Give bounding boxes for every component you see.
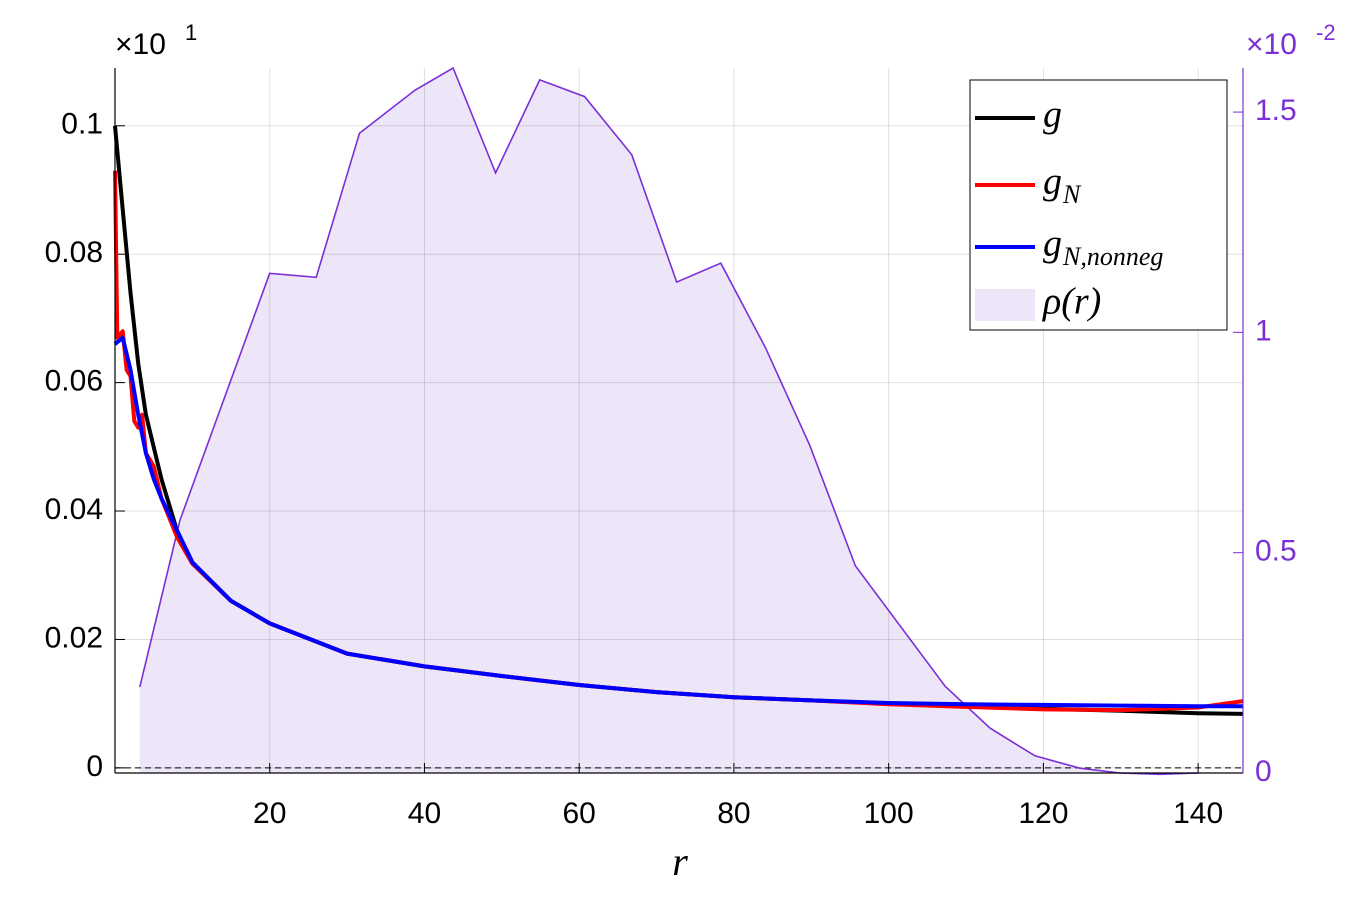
y-tick-label: 0 [86,750,103,783]
y-exponent-base: ×10 [115,28,166,61]
line [113,335,1243,709]
y2-tick-label: 0 [1255,755,1272,788]
y-tick-label: 0.08 [45,236,103,269]
legend-subscript: N,nonneg [1062,242,1163,271]
x-tick-label: 80 [717,797,750,830]
legend-item: g N,nonneg [975,223,1163,271]
x-tick-label: 60 [563,797,596,830]
legend-label: g [1043,223,1062,265]
legend-box [969,79,1228,331]
area [139,68,1199,775]
y2-tick-label: 1 [1255,314,1272,347]
y2-tick-label: 0.5 [1255,535,1297,568]
y2-exponent: ×10 -2 [1246,20,1336,61]
y-tick-label: 0.04 [45,493,103,526]
x-axis-label: r [672,839,688,884]
y2-exponent-power: -2 [1316,20,1336,45]
legend-subscript: N [1062,180,1082,209]
y2-exponent-base: ×10 [1246,28,1297,61]
y-tick-label: 0.02 [45,621,103,654]
x-tick-label: 40 [408,797,441,830]
y-tick-label: 0.1 [61,108,103,141]
y-exponent: ×10 1 [115,20,197,61]
x-tick-label: 140 [1173,797,1223,830]
legend-item: g [975,94,1062,136]
line [139,66,1199,776]
x-tick-label: 120 [1018,797,1068,830]
y2-tick-label: 1.5 [1255,94,1297,127]
legend-label: ρ(r) [1042,281,1101,323]
y-tick-label: 0.06 [45,365,103,398]
y-exponent-power: 1 [185,20,197,45]
legend-swatch [975,289,1035,321]
legend-item: ρ(r) [975,281,1101,323]
x-tick-label: 20 [253,797,286,830]
legend-label: g [1043,161,1062,203]
legend-label: g [1043,94,1062,136]
x-tick-label: 100 [864,797,914,830]
